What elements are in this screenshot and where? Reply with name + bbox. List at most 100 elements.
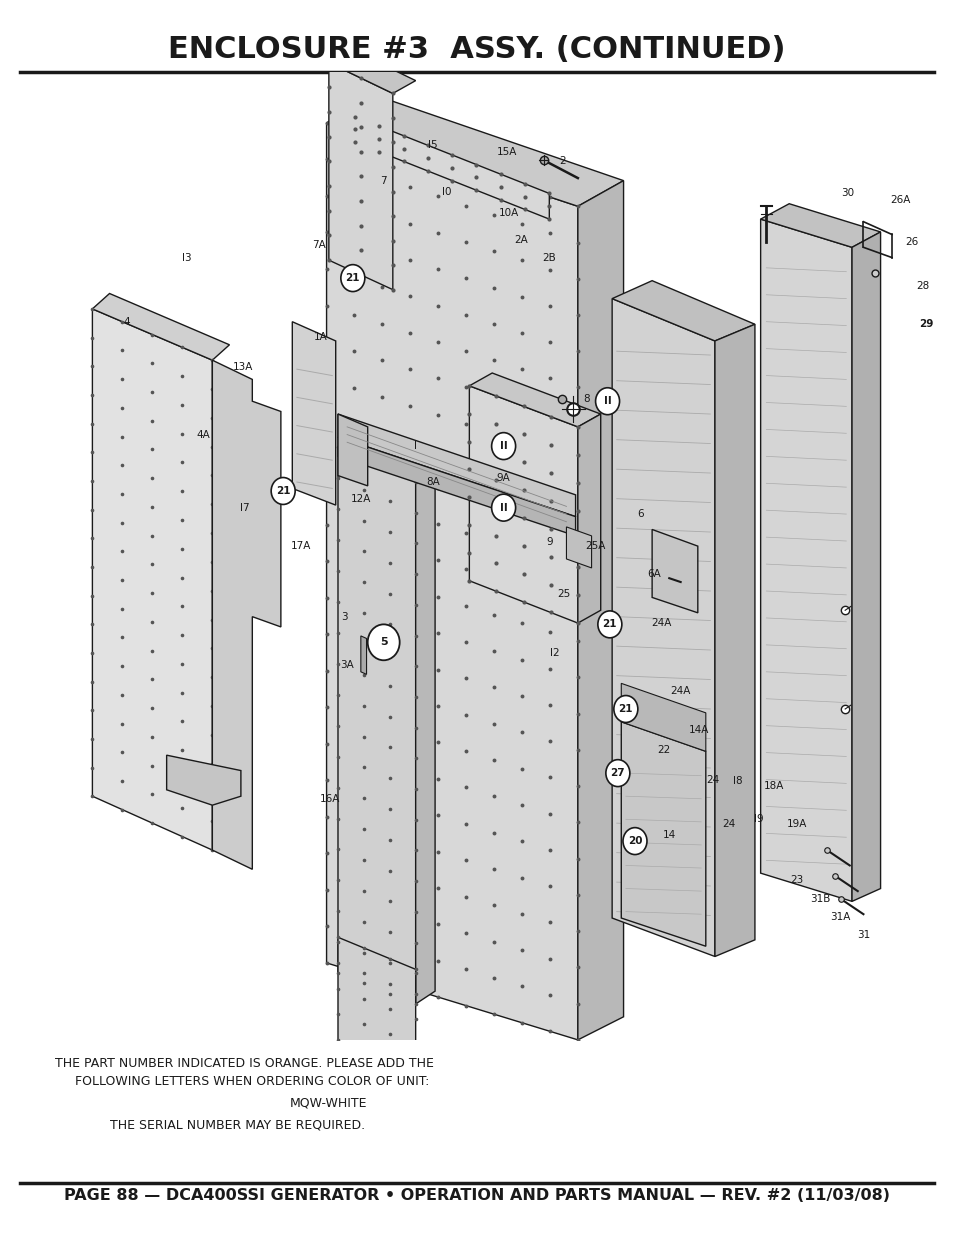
Text: 9: 9 [545, 537, 552, 547]
Text: 30: 30 [840, 189, 853, 199]
Polygon shape [612, 280, 754, 341]
Circle shape [605, 760, 629, 787]
Text: 3: 3 [341, 611, 348, 621]
Text: 19A: 19A [786, 819, 806, 830]
Text: II: II [603, 396, 611, 406]
Polygon shape [578, 414, 600, 624]
Circle shape [367, 625, 399, 661]
Text: 29: 29 [918, 320, 932, 330]
Circle shape [598, 611, 621, 637]
Text: 8A: 8A [425, 477, 439, 487]
Polygon shape [329, 63, 393, 290]
Polygon shape [620, 721, 705, 946]
Text: 2B: 2B [542, 253, 556, 263]
Text: 24A: 24A [670, 687, 690, 697]
Circle shape [491, 494, 515, 521]
Text: 21: 21 [275, 487, 290, 496]
Polygon shape [714, 325, 754, 957]
Text: 21: 21 [618, 704, 633, 714]
Text: I3: I3 [182, 253, 192, 263]
Text: 10A: 10A [498, 207, 519, 217]
Text: 9A: 9A [497, 473, 510, 483]
Text: 21: 21 [602, 620, 617, 630]
Text: 31: 31 [856, 930, 869, 940]
Polygon shape [612, 299, 714, 957]
Text: I7: I7 [239, 503, 249, 513]
Text: 1A: 1A [314, 332, 328, 342]
Polygon shape [213, 361, 280, 869]
Polygon shape [337, 435, 435, 482]
Text: 4A: 4A [196, 430, 210, 440]
Polygon shape [469, 385, 578, 624]
Text: 24A: 24A [650, 618, 671, 629]
Text: 7: 7 [380, 175, 387, 185]
Text: 15A: 15A [497, 147, 517, 157]
Text: 6A: 6A [647, 569, 660, 579]
Text: 14A: 14A [688, 725, 708, 735]
Polygon shape [851, 232, 880, 902]
Polygon shape [329, 49, 416, 94]
Polygon shape [566, 527, 591, 568]
Polygon shape [416, 471, 435, 1004]
Text: I9: I9 [753, 814, 762, 824]
Text: 20: 20 [627, 836, 641, 846]
Text: I: I [414, 441, 416, 451]
Text: 16A: 16A [319, 794, 340, 804]
Text: 28: 28 [915, 280, 928, 290]
Text: II: II [499, 503, 507, 513]
Text: FOLLOWING LETTERS WHEN ORDERING COLOR OF UNIT:: FOLLOWING LETTERS WHEN ORDERING COLOR OF… [75, 1074, 429, 1088]
Text: 26A: 26A [889, 195, 909, 205]
Text: 24: 24 [721, 819, 735, 830]
Polygon shape [355, 116, 549, 219]
Polygon shape [337, 937, 416, 1068]
Text: 4: 4 [123, 316, 130, 327]
Polygon shape [167, 755, 241, 805]
Text: 14: 14 [662, 830, 675, 840]
Text: 13A: 13A [233, 362, 253, 372]
Circle shape [913, 311, 938, 337]
Text: 2: 2 [559, 157, 566, 167]
Text: 22: 22 [657, 745, 669, 755]
Text: 26: 26 [903, 237, 917, 247]
Text: 25: 25 [557, 589, 570, 599]
Polygon shape [620, 683, 705, 751]
Polygon shape [92, 309, 213, 850]
Text: 18A: 18A [763, 781, 783, 790]
Text: 6: 6 [637, 509, 643, 519]
Polygon shape [337, 414, 575, 516]
Polygon shape [337, 414, 367, 485]
Text: 5: 5 [379, 637, 387, 647]
Polygon shape [360, 636, 366, 674]
Text: I8: I8 [732, 776, 741, 785]
Polygon shape [760, 219, 851, 902]
Text: 25A: 25A [584, 541, 604, 551]
Text: 12A: 12A [351, 494, 371, 504]
Text: 31A: 31A [829, 911, 850, 921]
Text: 7A: 7A [312, 240, 325, 249]
Text: 3A: 3A [340, 661, 354, 671]
Text: 17A: 17A [291, 541, 312, 551]
Text: 31B: 31B [809, 894, 829, 904]
Polygon shape [760, 204, 880, 247]
Text: THE SERIAL NUMBER MAY BE REQUIRED.: THE SERIAL NUMBER MAY BE REQUIRED. [110, 1119, 365, 1132]
Polygon shape [578, 180, 623, 1040]
Text: 23: 23 [790, 874, 803, 884]
Polygon shape [469, 373, 600, 427]
Text: I5: I5 [428, 140, 437, 149]
Polygon shape [337, 447, 416, 1004]
Text: ENCLOSURE #3  ASSY. (CONTINUED): ENCLOSURE #3 ASSY. (CONTINUED) [168, 35, 785, 64]
Circle shape [622, 827, 646, 855]
Circle shape [271, 478, 294, 504]
Circle shape [491, 432, 515, 459]
Text: I0: I0 [441, 188, 451, 198]
Polygon shape [292, 321, 335, 505]
Text: THE PART NUMBER INDICATED IS ORANGE. PLEASE ADD THE: THE PART NUMBER INDICATED IS ORANGE. PLE… [55, 1057, 434, 1070]
Text: 2A: 2A [514, 235, 527, 245]
Text: I2: I2 [550, 647, 559, 657]
Circle shape [613, 695, 638, 722]
Polygon shape [326, 94, 623, 206]
Polygon shape [337, 437, 575, 536]
Text: 21: 21 [345, 273, 359, 283]
Text: 24: 24 [705, 774, 719, 784]
Circle shape [340, 264, 364, 291]
